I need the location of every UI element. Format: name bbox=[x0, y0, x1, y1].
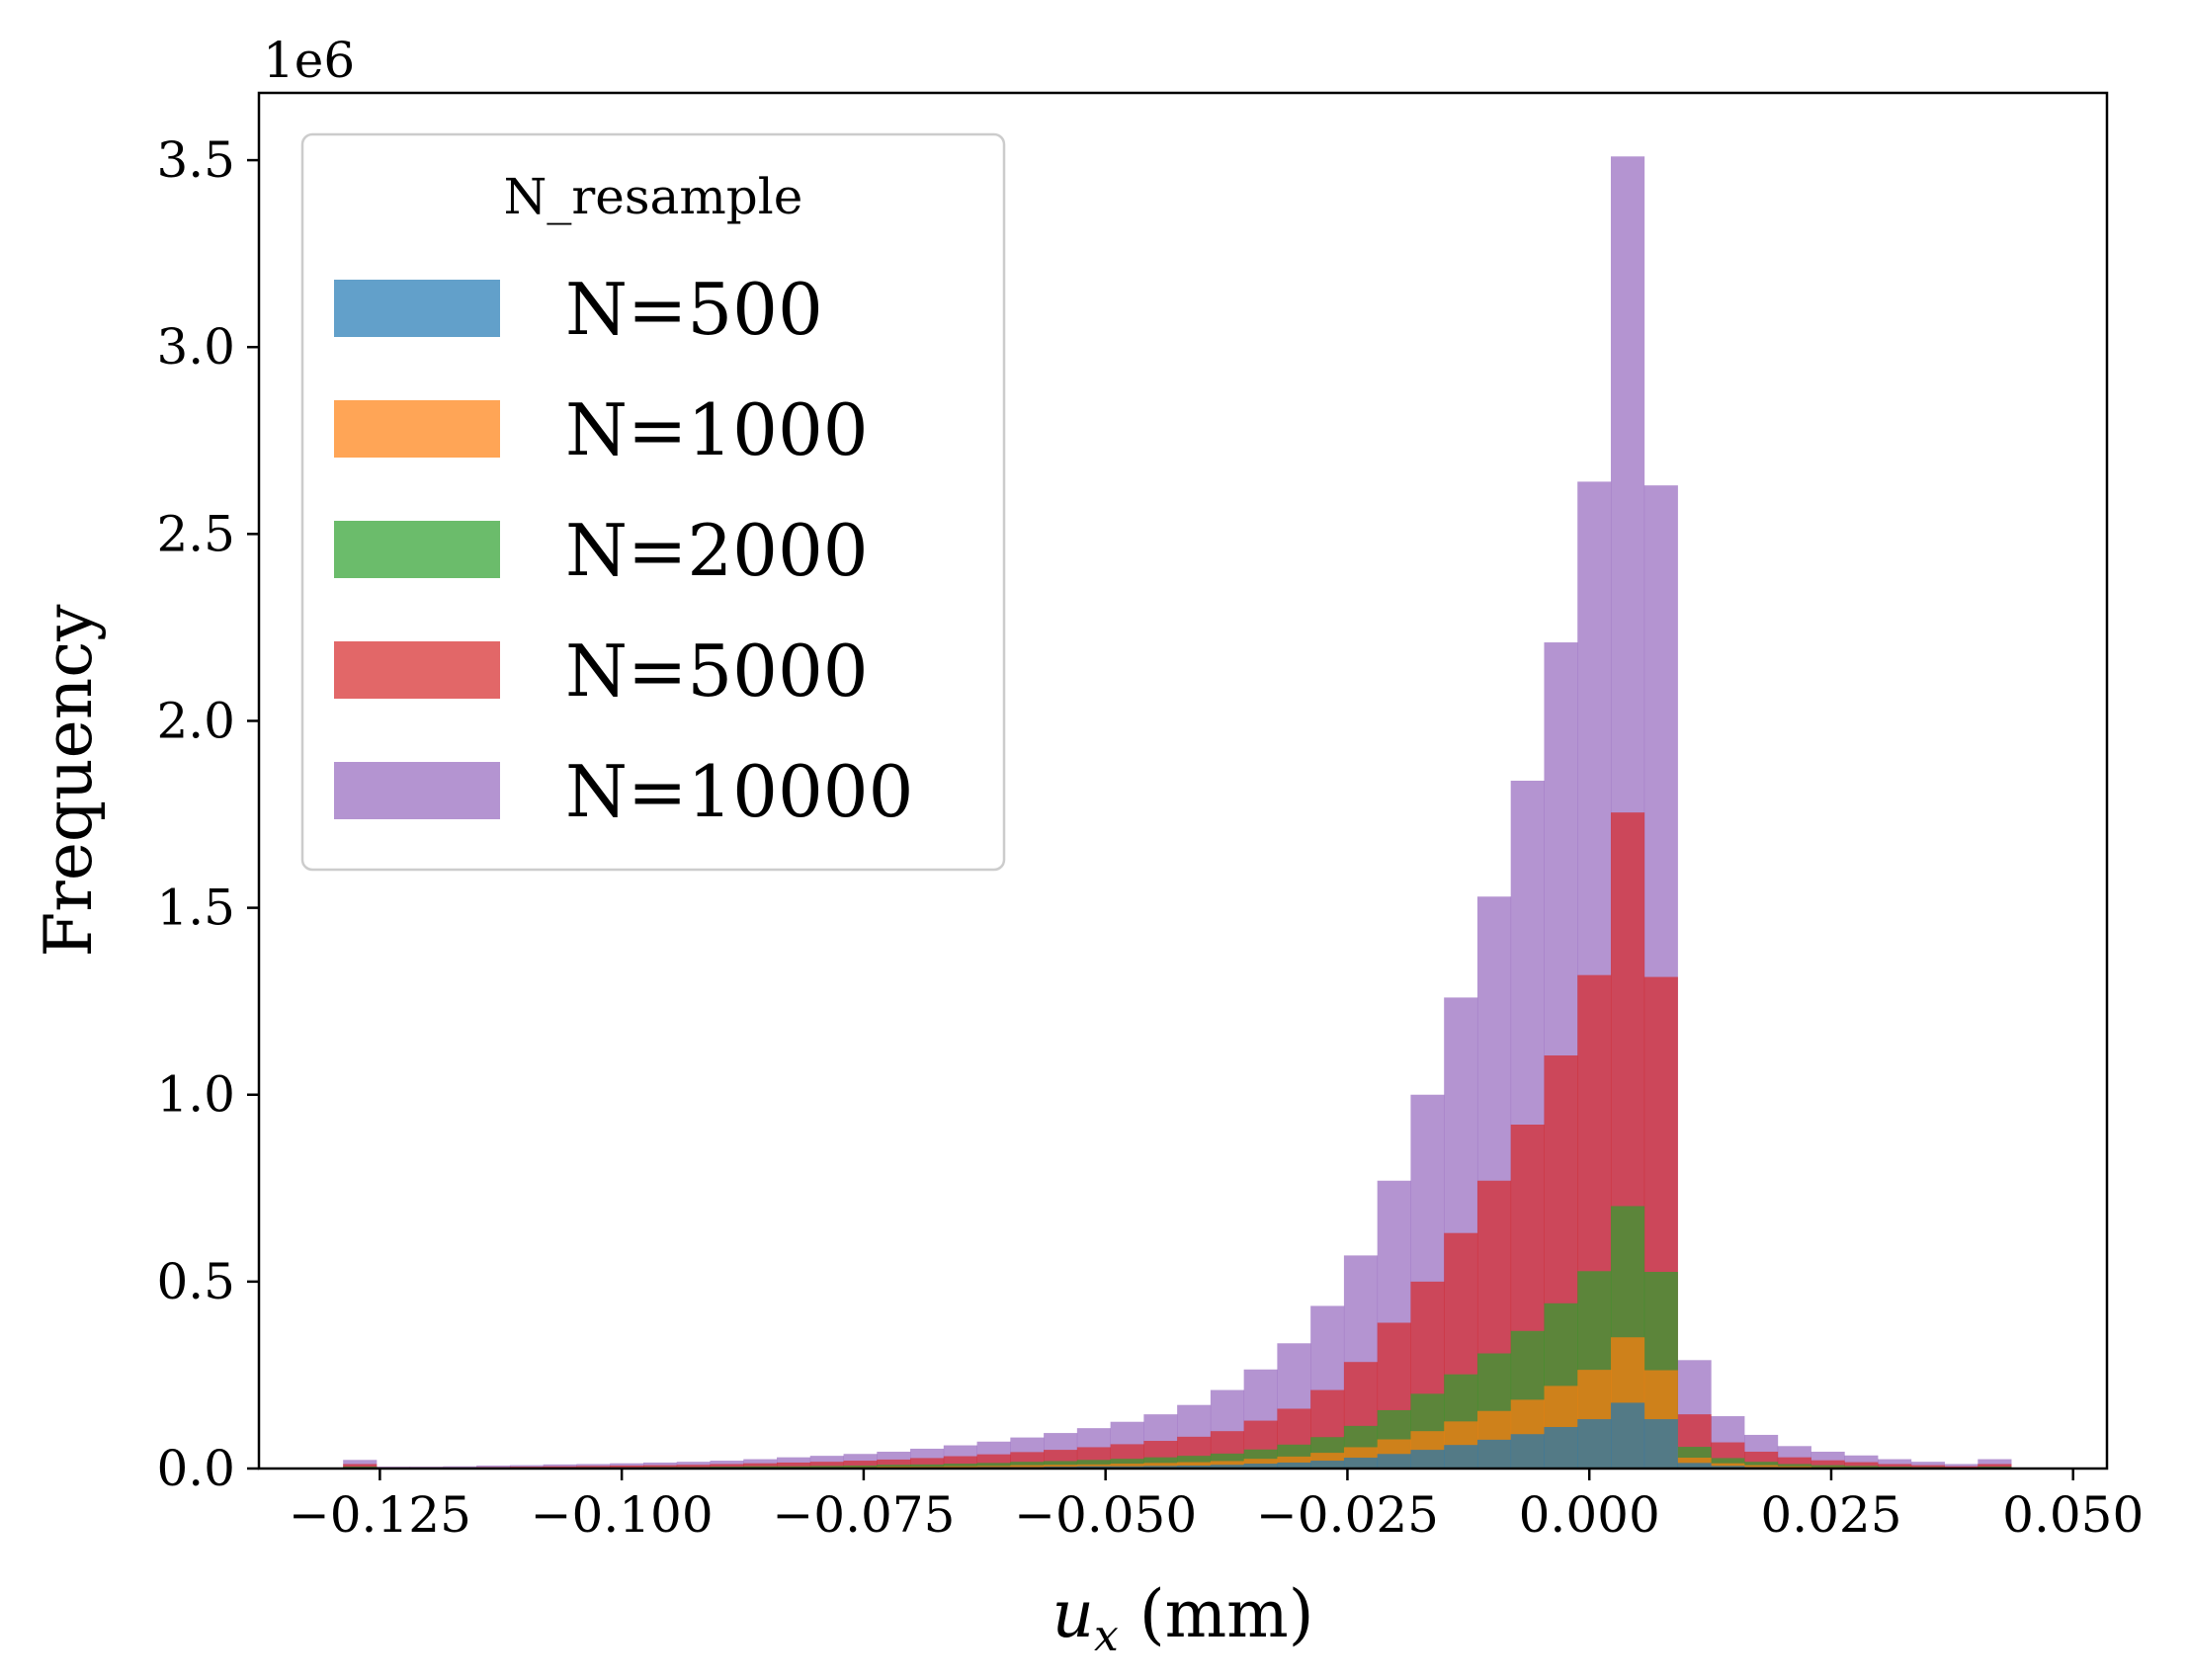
bar-N=500-33 bbox=[1444, 1445, 1478, 1469]
bar-N=5000-13 bbox=[777, 1462, 811, 1469]
bar-N=500-41 bbox=[1711, 1466, 1745, 1469]
bar-N=10000-4 bbox=[476, 1465, 511, 1469]
bar-N=5000-15 bbox=[843, 1461, 878, 1469]
bar-N=1000-23 bbox=[1110, 1464, 1144, 1469]
bar-N=5000-14 bbox=[809, 1462, 844, 1469]
bar-N=500-27 bbox=[1243, 1464, 1278, 1469]
bar-N=500-24 bbox=[1143, 1466, 1178, 1469]
legend-swatch-N=2000 bbox=[334, 521, 500, 578]
legend-swatch-N=500 bbox=[334, 280, 500, 337]
legend: N_resample N=500 N=1000 N=2000 N=5000 N=1000… bbox=[300, 132, 1006, 872]
bar-N=5000-7 bbox=[576, 1466, 611, 1469]
bar-N=1000-26 bbox=[1210, 1461, 1245, 1469]
bar-N=500-29 bbox=[1310, 1461, 1345, 1469]
bar-N=500-30 bbox=[1343, 1458, 1379, 1469]
y-tick-label: 2.5 bbox=[156, 505, 235, 562]
x-tick-label: −0.100 bbox=[531, 1486, 714, 1544]
legend-label-N=5000: N=5000 bbox=[565, 630, 869, 713]
bar-N=500-38 bbox=[1610, 1402, 1645, 1469]
bars-layer bbox=[343, 156, 2012, 1469]
bar-N=500-34 bbox=[1476, 1439, 1512, 1469]
bar-N=5000-47 bbox=[1910, 1465, 1945, 1469]
bar-N=5000-9 bbox=[643, 1465, 678, 1469]
bar-N=500-36 bbox=[1544, 1427, 1578, 1469]
x-tick-label: 0.000 bbox=[1519, 1486, 1660, 1544]
x-tick-label: 0.025 bbox=[1760, 1486, 1901, 1544]
y-offset-label: 1e6 bbox=[263, 32, 355, 89]
bar-N=2000-15 bbox=[843, 1465, 878, 1469]
y-tick-label: 1.5 bbox=[156, 880, 235, 937]
bar-N=5000-44 bbox=[1810, 1460, 1845, 1469]
bar-N=2000-21 bbox=[1044, 1461, 1078, 1469]
legend-label-N=10000: N=10000 bbox=[565, 750, 913, 833]
legend-swatch-N=10000 bbox=[334, 762, 500, 819]
bar-N=5000-0 bbox=[343, 1464, 378, 1469]
bar-N=500-26 bbox=[1210, 1465, 1245, 1469]
bar-N=10000-46 bbox=[1878, 1459, 1912, 1469]
bar-N=2000-45 bbox=[1844, 1466, 1879, 1469]
legend-entries: N=500 N=1000 N=2000 N=5000 N=10000 bbox=[334, 268, 913, 833]
bar-N=5000-10 bbox=[676, 1465, 711, 1469]
bar-N=1000-42 bbox=[1744, 1465, 1779, 1469]
bar-N=2000-42 bbox=[1744, 1462, 1779, 1469]
x-axis-ticks: −0.125 −0.100 −0.075 −0.050 −0.025 0.000 0.025… bbox=[289, 1469, 2144, 1544]
x-axis-label-unit: (mm) bbox=[1119, 1576, 1314, 1652]
bar-N=5000-12 bbox=[743, 1463, 778, 1469]
legend-label-N=500: N=500 bbox=[565, 268, 823, 351]
x-axis-label-sub: x bbox=[1094, 1611, 1119, 1661]
bar-N=10000-47 bbox=[1910, 1462, 1945, 1469]
bar-N=1000-24 bbox=[1143, 1463, 1178, 1469]
y-tick-label: 0.0 bbox=[156, 1440, 235, 1497]
x-tick-label: −0.025 bbox=[1256, 1486, 1439, 1544]
bar-N=500-28 bbox=[1277, 1462, 1311, 1469]
x-axis-label-var: u bbox=[1052, 1576, 1095, 1652]
plot-frame bbox=[257, 91, 2109, 1470]
bar-N=2000-19 bbox=[976, 1463, 1011, 1469]
bar-N=2000-17 bbox=[910, 1464, 945, 1469]
bar-N=2000-18 bbox=[943, 1464, 977, 1469]
y-tick-label: 3.0 bbox=[156, 318, 235, 376]
y-tick-label: 2.0 bbox=[156, 692, 235, 749]
bar-N=500-37 bbox=[1577, 1419, 1612, 1469]
bar-N=500-32 bbox=[1410, 1450, 1445, 1469]
bar-N=500-31 bbox=[1377, 1454, 1411, 1469]
y-axis-label: Frequency bbox=[31, 604, 107, 958]
bar-N=5000-45 bbox=[1844, 1462, 1879, 1469]
legend-swatch-N=1000 bbox=[334, 400, 500, 458]
bar-N=5000-16 bbox=[877, 1459, 911, 1469]
bar-N=1000-25 bbox=[1177, 1462, 1212, 1469]
bar-N=500-25 bbox=[1177, 1465, 1212, 1469]
x-tick-label: −0.075 bbox=[772, 1486, 955, 1544]
legend-swatch-N=5000 bbox=[334, 641, 500, 699]
y-tick-label: 0.5 bbox=[156, 1253, 235, 1310]
bar-N=500-35 bbox=[1510, 1434, 1545, 1469]
bar-N=5000-11 bbox=[710, 1464, 744, 1469]
legend-title: N_resample bbox=[504, 168, 803, 225]
y-tick-label: 1.0 bbox=[156, 1066, 235, 1124]
x-axis-label: ux (mm) bbox=[1052, 1576, 1314, 1661]
bar-N=2000-44 bbox=[1810, 1465, 1845, 1469]
y-axis-ticks: 0.0 0.5 1.0 1.5 2.0 2.5 3.0 3.5 bbox=[156, 131, 259, 1497]
x-tick-label: −0.125 bbox=[289, 1486, 471, 1544]
legend-label-N=2000: N=2000 bbox=[565, 509, 869, 592]
bar-N=5000-43 bbox=[1777, 1457, 1811, 1469]
bar-N=2000-20 bbox=[1010, 1462, 1045, 1469]
bar-N=2000-22 bbox=[1076, 1460, 1112, 1469]
bar-N=2000-24 bbox=[1143, 1457, 1178, 1469]
bar-N=5000-8 bbox=[610, 1465, 644, 1469]
bar-N=5000-17 bbox=[910, 1458, 945, 1469]
bar-N=2000-14 bbox=[809, 1466, 844, 1469]
legend-label-N=1000: N=1000 bbox=[565, 388, 869, 471]
x-tick-label: 0.050 bbox=[2002, 1486, 2144, 1544]
bar-N=5000-49 bbox=[1978, 1464, 2012, 1469]
bar-N=500-39 bbox=[1643, 1419, 1678, 1469]
bar-N=5000-46 bbox=[1878, 1464, 1912, 1469]
bar-N=500-40 bbox=[1677, 1463, 1712, 1469]
x-tick-label: −0.050 bbox=[1014, 1486, 1197, 1544]
bar-N=10000-49 bbox=[1978, 1459, 2012, 1469]
y-tick-label: 3.5 bbox=[156, 131, 235, 189]
bar-N=1000-20 bbox=[1010, 1465, 1045, 1469]
